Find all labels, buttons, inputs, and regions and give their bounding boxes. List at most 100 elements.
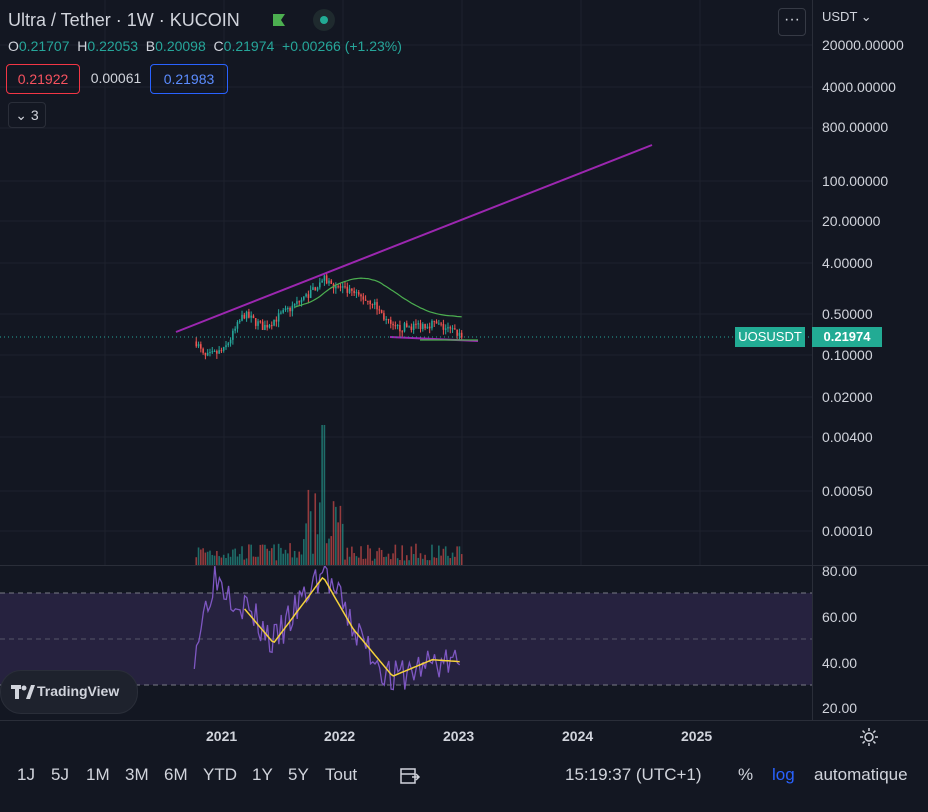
range-1m-button[interactable]: 1M: [86, 765, 110, 784]
price-plot[interactable]: [0, 0, 812, 565]
market-status-icon[interactable]: [313, 9, 335, 31]
volume-bar: [200, 549, 202, 565]
candle-body: [229, 339, 232, 344]
volume-bar: [403, 560, 406, 565]
clock-timezone[interactable]: 15:19:37 (UTC+1): [565, 765, 702, 784]
volume-bar: [337, 522, 339, 565]
volume-bar: [282, 553, 285, 565]
volume-bar: [410, 546, 413, 565]
volume-bar: [364, 558, 367, 565]
range-1d-button[interactable]: 1J: [17, 765, 35, 784]
volume-bar: [213, 555, 216, 565]
candle-body: [325, 275, 328, 284]
volume-bar: [202, 548, 204, 565]
percent-scale-toggle[interactable]: %: [738, 765, 754, 784]
candle-body: [245, 311, 248, 319]
candle-body: [303, 296, 305, 300]
volume-bar: [424, 554, 426, 565]
time-axis-label: 2022: [324, 728, 356, 744]
price-axis-label: 20000.00000: [822, 37, 904, 53]
volume-bar: [362, 558, 365, 565]
candle-body: [300, 299, 303, 303]
sell-price-button[interactable]: 0.21922: [6, 64, 80, 94]
candle-body: [291, 305, 294, 312]
range-5d-button[interactable]: 5J: [51, 765, 69, 784]
last-price-tag: 0.21974: [812, 327, 882, 347]
candle-body: [243, 314, 246, 319]
volume-bar: [218, 556, 220, 565]
candle-body: [389, 319, 392, 324]
volume-bar: [387, 553, 390, 565]
time-axis-label: 2021: [206, 728, 238, 744]
candle-body: [250, 315, 252, 318]
candle-body: [211, 351, 214, 353]
candle-body: [277, 313, 280, 322]
buy-price-button[interactable]: 0.21983: [150, 64, 228, 94]
volume-bar: [440, 555, 442, 565]
range-5y-button[interactable]: 5Y: [288, 765, 309, 784]
candle-body: [442, 323, 445, 330]
log-scale-toggle[interactable]: log: [772, 765, 795, 784]
settings-gear-icon[interactable]: [858, 726, 880, 748]
volume-bar: [456, 546, 458, 565]
volume-bar: [252, 556, 255, 565]
candle-body: [346, 286, 349, 293]
candle-body: [296, 301, 298, 304]
candle-body: [339, 286, 342, 288]
volume-bar: [312, 553, 314, 565]
volume-bar: [392, 553, 394, 565]
candle-body: [270, 325, 273, 327]
candle-body: [298, 301, 301, 303]
tradingview-logo[interactable]: TradingView: [0, 670, 138, 714]
axis-separator: [0, 720, 928, 721]
volume-bar: [351, 546, 353, 565]
volume-bar: [412, 554, 415, 565]
flag-icon[interactable]: [271, 12, 287, 28]
price-chart[interactable]: [0, 0, 812, 565]
range-6m-button[interactable]: 6M: [164, 765, 188, 784]
candle-body: [273, 319, 275, 326]
range-all-button[interactable]: Tout: [325, 765, 358, 784]
rsi-plot[interactable]: [0, 564, 812, 720]
price-axis-border: [812, 0, 813, 720]
range-1y-button[interactable]: 1Y: [252, 765, 273, 784]
price-axis-label: 0.02000: [822, 389, 873, 405]
pane-separator[interactable]: [0, 565, 928, 566]
volume-bar: [376, 551, 378, 565]
candle-body: [417, 323, 420, 325]
volume-bar: [216, 550, 218, 565]
volume-bar: [433, 557, 436, 565]
candle-body: [405, 323, 408, 328]
candle-body: [378, 309, 381, 311]
goto-date-icon[interactable]: [399, 766, 421, 786]
volume-bar: [250, 544, 252, 565]
range-3m-button[interactable]: 3M: [125, 765, 149, 784]
candle-body: [376, 302, 378, 310]
candle-body: [259, 321, 262, 323]
volume-bar: [293, 550, 296, 565]
candle-body: [312, 287, 314, 290]
auto-scale-toggle[interactable]: automatique: [814, 765, 908, 784]
range-ytd-button[interactable]: YTD: [203, 765, 237, 784]
candle-body: [254, 318, 257, 326]
more-options-button[interactable]: ···: [778, 8, 806, 36]
volume-bar: [373, 558, 376, 565]
indicators-toggle[interactable]: ⌄ 3: [8, 102, 46, 128]
currency-selector[interactable]: USDT ⌄: [822, 9, 872, 24]
volume-bar: [264, 544, 266, 565]
candle-body: [447, 327, 449, 329]
volume-bar: [346, 547, 349, 565]
candle-body: [218, 350, 220, 354]
symbol-title[interactable]: Ultra / Tether · 1W · KUCOIN: [8, 10, 240, 30]
volume-bar: [408, 560, 410, 565]
candle-body: [252, 315, 255, 319]
candle-body: [367, 300, 369, 302]
volume-bar: [314, 493, 317, 565]
candle-body: [419, 323, 422, 329]
rsi-pane[interactable]: [0, 564, 812, 720]
candle-body: [197, 344, 200, 347]
volume-bar: [229, 556, 232, 565]
candle-body: [371, 304, 374, 306]
candle-body: [204, 352, 207, 356]
trendline-upper[interactable]: [175, 144, 653, 333]
